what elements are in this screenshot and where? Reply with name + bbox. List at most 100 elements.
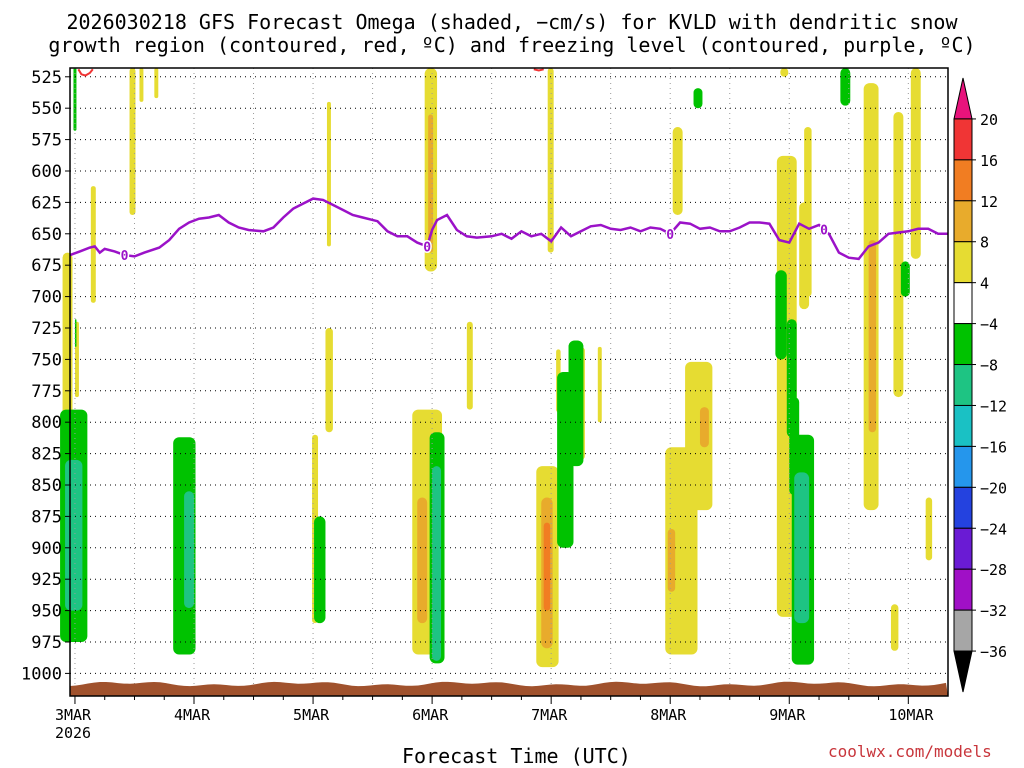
- y-tick-label: 925: [31, 570, 62, 590]
- omega-sinking-region: [780, 68, 789, 77]
- omega-sinking-region: [129, 68, 136, 215]
- omega-rising-region: [65, 459, 83, 611]
- contour-layer: 0 0 0 0: [69, 68, 948, 266]
- omega-sinking-region: [667, 528, 676, 592]
- omega-sinking-region: [139, 68, 144, 102]
- y-tick-label: 700: [31, 288, 62, 308]
- colorbar-swatch: [953, 445, 973, 488]
- credit-link[interactable]: coolwx.com/models: [828, 742, 992, 761]
- colorbar-swatch: [953, 159, 973, 202]
- colorbar-label: −24: [980, 520, 1007, 538]
- colorbar-label: 8: [980, 234, 989, 252]
- y-tick-label: 550: [31, 99, 62, 119]
- colorbar-swatch: [953, 486, 973, 529]
- y-tick-label: 1000: [21, 664, 62, 684]
- colorbar-label: 4: [980, 275, 989, 293]
- x-tick-sublabel: 2026: [55, 724, 91, 742]
- omega-sinking-region: [543, 522, 551, 611]
- colorbar-label: −16: [980, 438, 1007, 456]
- y-tick-label: 675: [31, 256, 62, 276]
- x-tick-label: 4MAR: [174, 706, 211, 724]
- omega-rising-region: [900, 261, 910, 297]
- omega-sinking-region: [326, 101, 331, 247]
- omega-rising-region: [840, 68, 851, 106]
- omega-sinking-region: [547, 68, 554, 253]
- y-tick-label: 625: [31, 193, 62, 213]
- x-tick-label: 10MAR: [888, 706, 934, 724]
- omega-sinking-region: [325, 327, 333, 433]
- axes-layer: 525 550 575 600 625 650 675 700 725 750 775 800 825 8…: [21, 67, 949, 742]
- y-tick-label: 950: [31, 602, 62, 622]
- freezing-level-label: 0: [423, 240, 431, 255]
- omega-rising-region: [432, 466, 442, 661]
- plot-frame: [69, 67, 949, 697]
- y-tick-label: 575: [31, 131, 62, 151]
- colorbar-label: −36: [980, 643, 1007, 661]
- terrain-fill: [70, 681, 948, 696]
- colorbar: 20 16 12 8 4 −4 −8 −12 −16 −20 −24 −28 −32 −36: [953, 77, 1007, 693]
- dgz-contour: [533, 68, 544, 72]
- colorbar-label: −20: [980, 479, 1007, 497]
- omega-sinking-region: [466, 321, 473, 410]
- colorbar-label: −28: [980, 561, 1007, 579]
- omega-sinking-region: [925, 497, 933, 561]
- x-tick-label: 6MAR: [412, 706, 449, 724]
- x-tick-label: 5MAR: [293, 706, 330, 724]
- colorbar-label: −4: [980, 316, 998, 334]
- terrain-layer: [70, 681, 948, 696]
- y-tick-label: 600: [31, 162, 62, 182]
- colorbar-label: 16: [980, 152, 998, 170]
- colorbar-label: −32: [980, 602, 1007, 620]
- y-tick-label: 750: [31, 350, 62, 370]
- colorbar-swatch: [953, 364, 973, 406]
- omega-rising-region: [775, 270, 787, 360]
- chart-title-line-1: 2026030218 GFS Forecast Omega (shaded, −…: [66, 10, 958, 34]
- omega-sinking-region: [417, 497, 428, 624]
- omega-sinking-region: [699, 407, 709, 448]
- omega-sinking-region: [597, 346, 602, 423]
- omega-rising-region: [74, 319, 77, 347]
- grid-layer: [70, 68, 948, 696]
- omega-sinking-region: [154, 68, 159, 99]
- colorbar-swatch: [953, 568, 973, 611]
- freezing-level-label: 0: [121, 249, 129, 264]
- colorbar-swatch: [953, 609, 973, 652]
- colorbar-label: 12: [980, 193, 998, 211]
- y-tick-label: 725: [31, 319, 62, 339]
- colorbar-swatch: [953, 200, 973, 243]
- colorbar-swatch: [953, 241, 973, 284]
- y-tick-label: 900: [31, 539, 62, 559]
- omega-sinking-region: [910, 68, 921, 259]
- omega-rising-region: [693, 88, 703, 109]
- colorbar-swatch: [953, 323, 973, 366]
- omega-sinking-region: [90, 186, 96, 303]
- x-tick-label: 7MAR: [531, 706, 568, 724]
- colorbar-swatch: [953, 282, 973, 325]
- y-tick-label: 525: [31, 68, 62, 88]
- y-tick-label: 650: [31, 225, 62, 245]
- colorbar-label: −8: [980, 357, 998, 375]
- omega-rising-region: [314, 516, 326, 624]
- omega-sinking-region: [893, 111, 904, 398]
- omega-sinking-region: [804, 127, 812, 297]
- omega-sinking-region: [868, 240, 877, 433]
- omega-sinking-region: [890, 604, 899, 651]
- omega-sinking-region: [672, 127, 683, 215]
- x-tick-label: 3MAR: [55, 706, 92, 724]
- omega-sinking-region: [685, 361, 713, 511]
- y-tick-label: 800: [31, 413, 62, 433]
- omega-rising-region: [568, 340, 584, 467]
- y-tick-label: 875: [31, 507, 62, 527]
- omega-rising-region: [794, 472, 810, 624]
- dgz-contour: [77, 68, 94, 77]
- colorbar-swatch: [953, 77, 973, 120]
- x-tick-label: 8MAR: [650, 706, 687, 724]
- chart-title-line-2: growth region (contoured, red, ºC) and f…: [48, 33, 976, 57]
- freezing-level-label: 0: [666, 228, 674, 243]
- y-tick-label: 975: [31, 633, 62, 653]
- colorbar-swatch: [953, 404, 973, 447]
- freezing-level-contour: [69, 197, 948, 261]
- colorbar-label: 20: [980, 111, 998, 129]
- y-tick-label: 825: [31, 445, 62, 465]
